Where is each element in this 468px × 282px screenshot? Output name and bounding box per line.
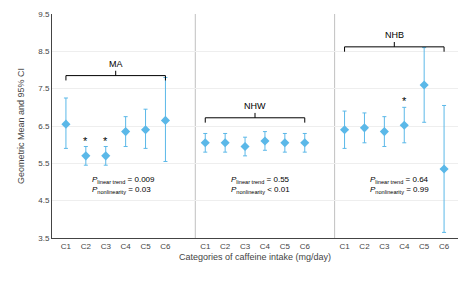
svg-text:3.5: 3.5 <box>38 234 50 243</box>
svg-text:C5: C5 <box>419 242 430 251</box>
svg-text:7.5: 7.5 <box>38 84 50 93</box>
svg-text:C3: C3 <box>101 242 112 251</box>
svg-text:*: * <box>83 135 88 147</box>
svg-text:MA: MA <box>109 59 123 69</box>
svg-text:C6: C6 <box>439 242 450 251</box>
svg-text:NHW: NHW <box>244 101 266 111</box>
svg-text:*: * <box>103 135 108 147</box>
svg-text:C2: C2 <box>81 242 92 251</box>
svg-text:P​linear trend​ = 0.64P​nonlin: P​linear trend​ = 0.64P​nonlinearity​ = … <box>370 175 429 195</box>
svg-text:C4: C4 <box>121 242 132 251</box>
svg-text:C1: C1 <box>339 242 350 251</box>
svg-text:9.5: 9.5 <box>38 10 50 19</box>
svg-text:P​linear trend​ = 0.55P​nonlin: P​linear trend​ = 0.55P​nonlinearity​ < … <box>231 175 290 195</box>
svg-text:C1: C1 <box>61 242 72 251</box>
svg-text:Categories of caffeine intake: Categories of caffeine intake (mg/day) <box>179 252 331 262</box>
svg-text:C3: C3 <box>379 242 390 251</box>
svg-text:C4: C4 <box>399 242 410 251</box>
svg-text:C4: C4 <box>260 242 271 251</box>
svg-text:C6: C6 <box>160 242 171 251</box>
svg-text:C2: C2 <box>359 242 370 251</box>
svg-text:5.5: 5.5 <box>38 159 50 168</box>
svg-text:C5: C5 <box>280 242 291 251</box>
svg-text:NHB: NHB <box>385 30 404 40</box>
svg-text:C6: C6 <box>300 242 311 251</box>
svg-text:C3: C3 <box>240 242 251 251</box>
svg-text:*: * <box>402 95 407 107</box>
svg-text:P​linear trend​ = 0.009P​nonli: P​linear trend​ = 0.009P​nonlinearity​ =… <box>92 175 155 195</box>
svg-text:6.5: 6.5 <box>38 122 50 131</box>
svg-text:C1: C1 <box>200 242 211 251</box>
svg-text:C5: C5 <box>140 242 151 251</box>
svg-text:Geometric Mean and 95% CI: Geometric Mean and 95% CI <box>16 68 26 184</box>
svg-text:C2: C2 <box>220 242 231 251</box>
svg-text:4.5: 4.5 <box>38 196 50 205</box>
svg-text:8.5: 8.5 <box>38 47 50 56</box>
